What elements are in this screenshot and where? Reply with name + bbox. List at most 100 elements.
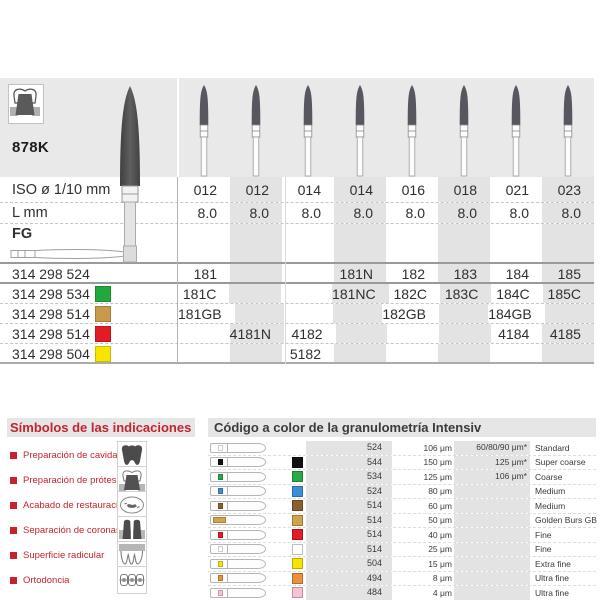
granulometry-table: 524 106 μm 60/80/90 μm* Standard 544 150…	[208, 441, 597, 600]
bur-small-icon	[438, 78, 490, 177]
ref-code: 183	[438, 264, 490, 282]
ref-code: 182C	[393, 286, 427, 302]
granulometry-row: 484 4 μm Ultra fine	[208, 585, 596, 600]
iso-value: 021	[505, 182, 529, 198]
symbol-label: Ortodoncia	[23, 575, 70, 586]
iso-value: 023	[542, 177, 594, 202]
grit-name: Fine	[535, 529, 552, 540]
grit-color-chip	[292, 587, 303, 599]
ref-code: 5182	[289, 346, 321, 362]
prosthesis-prep-icon	[117, 466, 147, 494]
bur-band-icon	[210, 573, 266, 584]
bur-large-image	[112, 84, 148, 269]
iso-diameter-row: ISO ø 1/10 mm 012 012 014 014 016 018 02…	[0, 177, 594, 203]
ref-code: 184C	[496, 286, 530, 302]
bur-band-icon	[210, 529, 266, 540]
order-row: 314 298 514 4181N 4182 4184 4185	[0, 324, 594, 344]
ref-code: 4185	[542, 324, 594, 343]
grit-name: Coarse	[535, 471, 563, 482]
grit-code: 534	[306, 470, 392, 484]
symbol-item: Ortodoncia	[7, 566, 195, 594]
length-value: 8.0	[301, 205, 321, 221]
grain-note: 125 μm*	[454, 455, 530, 469]
length-value: 8.0	[197, 205, 217, 221]
iso-value: 016	[401, 182, 425, 198]
bur-band-icon	[210, 471, 266, 482]
grit-name: Extra fine	[535, 558, 571, 569]
symbol-item: Preparación de cavidades	[7, 441, 195, 469]
grain-size: 150 μm	[423, 457, 452, 468]
grain-size: 125 μm	[423, 471, 452, 482]
grit-color-chip	[292, 485, 303, 497]
spec-table: ISO ø 1/10 mm 012 012 014 014 016 018 02…	[0, 177, 595, 364]
symbols-title: Símbolos de las indicaciones	[7, 418, 195, 437]
ref-code: 185C	[542, 284, 594, 303]
granulometry-row: 514 60 μm Medium	[208, 498, 596, 513]
grain-note	[454, 499, 530, 513]
symbol-item: Separación de coronas	[7, 516, 195, 544]
ref-code	[387, 324, 439, 343]
grit-color-chip	[95, 286, 111, 302]
grain-note	[454, 586, 530, 600]
granulometry-title: Código a color de la granulometría Inten…	[208, 418, 596, 437]
ref-code: 181C	[182, 286, 217, 302]
granulometry-row: 534 125 μm 106 μm* Coarse	[208, 469, 596, 484]
part-number: 314 298 534	[12, 286, 90, 302]
grit-name: Ultra fine	[535, 587, 570, 598]
grain-size: 50 μm	[428, 515, 452, 526]
grit-color-chip	[95, 326, 111, 342]
symbol-label: Separación de coronas	[23, 525, 121, 536]
bur-band-icon	[210, 558, 266, 569]
grit-name: Super coarse	[535, 457, 586, 468]
symbol-label: Preparación de prótesis	[23, 475, 124, 486]
ref-code	[234, 304, 284, 323]
table-vertical-rule-2	[285, 177, 286, 364]
ref-code	[281, 284, 332, 303]
ref-code	[542, 344, 594, 362]
grit-name: Ultra fine	[535, 573, 570, 584]
part-number: 314 298 524	[12, 266, 90, 282]
part-number: 314 298 514	[12, 306, 90, 322]
bur-column-images	[178, 78, 594, 177]
ref-code	[282, 264, 334, 282]
granulometry-row: 514 25 μm Fine	[208, 541, 596, 556]
grit-name: Fine	[535, 544, 552, 555]
iso-row-label: ISO ø 1/10 mm	[12, 182, 111, 198]
granulometry-row: 514 50 μm Golden Burs GB	[208, 512, 597, 527]
granulometry-panel: Código a color de la granulometría Inten…	[208, 418, 597, 600]
ref-code: 183C	[439, 284, 492, 303]
grit-code: 514	[306, 528, 392, 542]
bur-small-icon	[386, 78, 438, 177]
length-value: 8.0	[334, 203, 386, 223]
grit-code: 514	[306, 499, 392, 513]
bur-band-icon	[210, 544, 266, 555]
grit-code: 524	[306, 484, 392, 498]
ref-code: 182	[401, 266, 425, 282]
ref-code: 181NC	[332, 284, 389, 303]
grit-name: Golden Burs GB	[535, 515, 597, 526]
ref-code: 185	[542, 264, 594, 282]
symbol-label: Superficie radicular	[23, 550, 105, 561]
symbol-item: Preparación de prótesis	[7, 466, 195, 494]
red-bullet	[10, 527, 17, 534]
grain-size: 4 μm	[432, 587, 452, 598]
red-bullet	[10, 477, 17, 484]
grit-name: Medium	[535, 486, 566, 497]
iso-value: 018	[438, 177, 490, 202]
granulometry-row: 544 150 μm 125 μm* Super coarse	[208, 454, 596, 469]
ref-code	[544, 304, 595, 323]
grit-color-chip	[95, 346, 111, 362]
grit-color-chip	[292, 500, 303, 512]
grain-size: 60 μm	[428, 500, 452, 511]
grit-color-chip	[292, 456, 303, 468]
order-row: 314 298 524 181 181N 182 183 184 185	[0, 264, 594, 284]
part-number: 314 298 514	[12, 326, 90, 342]
red-bullet	[10, 452, 17, 459]
grit-color-chip	[292, 529, 303, 541]
grit-color-chip	[95, 306, 111, 322]
strip-divider	[177, 78, 179, 177]
ref-code	[230, 264, 282, 282]
granulometry-row: 494 8 μm Ultra fine	[208, 570, 596, 585]
ref-code	[334, 344, 386, 362]
